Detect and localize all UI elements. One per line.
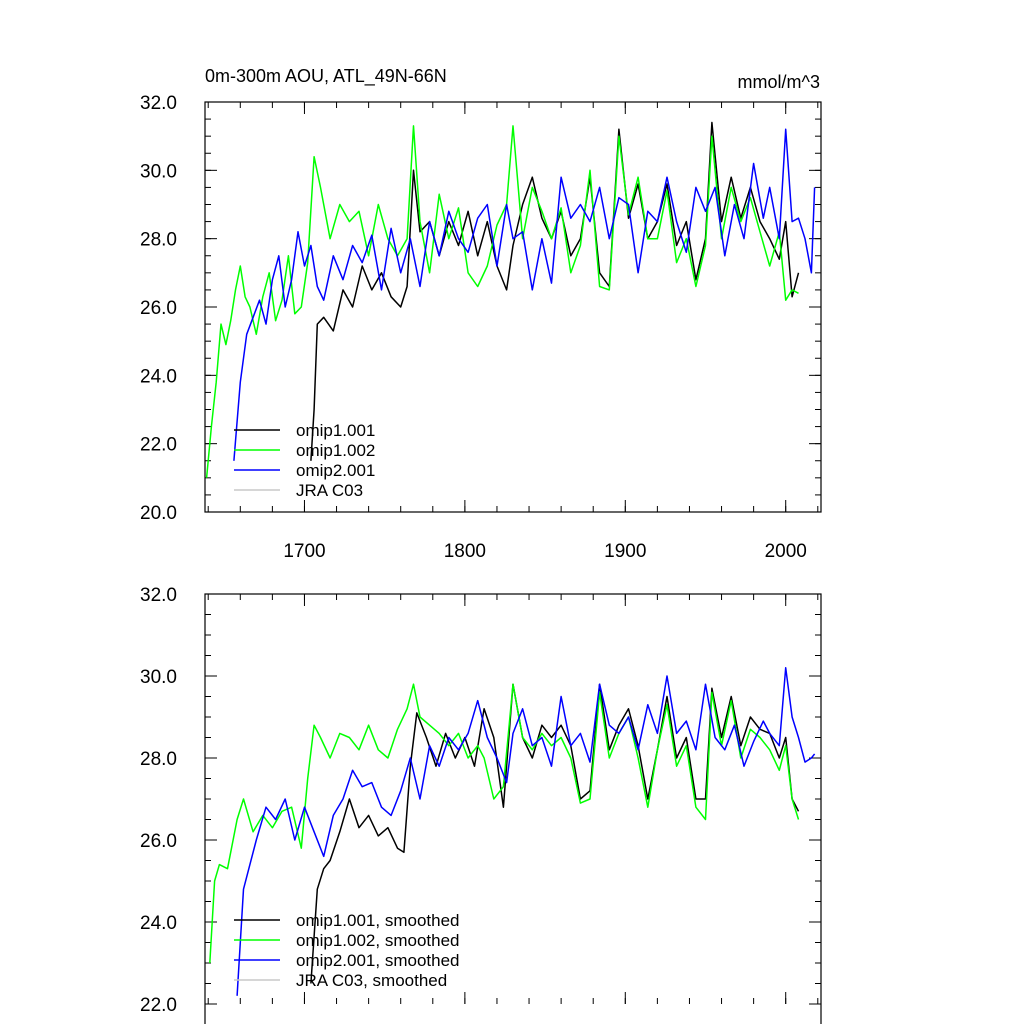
y-tick-label: 26.0 [140, 298, 177, 319]
top-series-group [205, 121, 816, 478]
legend-label: omip1.002 [296, 441, 375, 460]
y-tick-label: 28.0 [140, 230, 177, 251]
x-tick-label: 2000 [765, 541, 807, 562]
legend-label: JRA C03, smoothed [296, 971, 447, 990]
series-line-omip2-001 [233, 128, 816, 461]
y-tick-label: 30.0 [140, 161, 177, 182]
y-tick-label: 24.0 [140, 913, 177, 934]
bottom-plot-frame [204, 593, 822, 1024]
series-line-omip1-001-smoothed [310, 683, 800, 984]
legend-label: omip2.001 [296, 461, 375, 480]
y-tick-label: 30.0 [140, 667, 177, 688]
series-line-omip1-002-smoothed [209, 683, 800, 964]
y-tick-label: 24.0 [140, 366, 177, 387]
y-tick-label: 32.0 [140, 93, 177, 114]
bottom-axis-ticks: 22.0 24.0 26.0 28.0 30.0 32.0 [140, 585, 821, 1016]
legend-label: omip2.001, smoothed [296, 951, 460, 970]
y-tick-label: 28.0 [140, 749, 177, 770]
legend-label: omip1.001, smoothed [296, 911, 460, 930]
y-tick-label: 26.0 [140, 831, 177, 852]
legend-label: JRA C03 [296, 481, 363, 500]
bottom-series-group [209, 667, 816, 996]
y-tick-label: 20.0 [140, 503, 177, 524]
x-tick-label: 1900 [604, 541, 646, 562]
y-tick-label: 22.0 [140, 995, 177, 1016]
y-tick-label: 22.0 [140, 435, 177, 456]
legend-label: omip1.001 [296, 421, 375, 440]
y-tick-label: 32.0 [140, 585, 177, 606]
x-tick-label: 1700 [283, 541, 325, 562]
top-chart-title: 0m-300m AOU, ATL_49N-66N [205, 66, 447, 87]
series-line-omip2-001-smoothed [236, 667, 816, 996]
legend-label: omip1.002, smoothed [296, 931, 460, 950]
x-tick-label: 1800 [444, 541, 486, 562]
series-line-omip1-002 [205, 125, 799, 478]
top-axis-ticks: 20.0 22.0 24.0 26.0 28.0 30.0 32.0 1700 1800 1900… [140, 93, 821, 562]
top-chart-units: mmol/m^3 [738, 72, 820, 92]
